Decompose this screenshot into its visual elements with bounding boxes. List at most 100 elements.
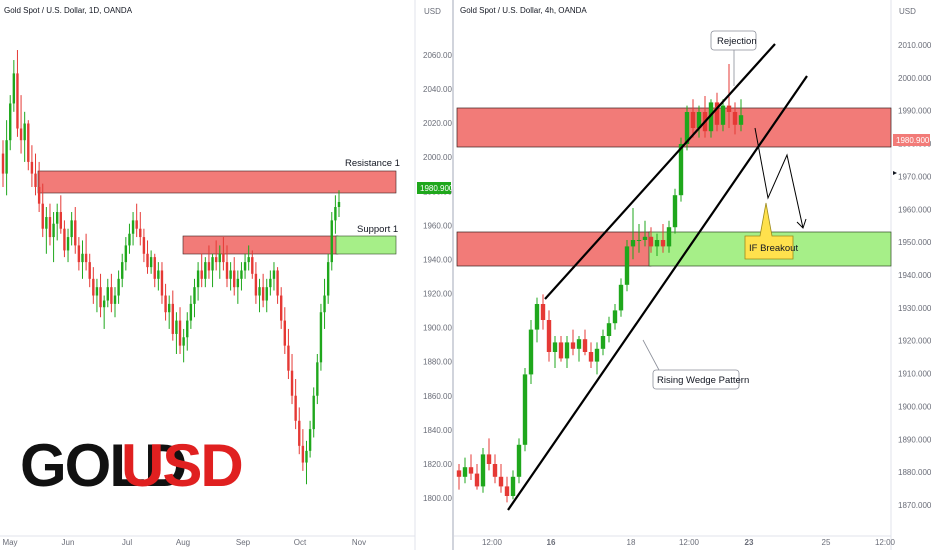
candle-body (211, 257, 214, 271)
right-y-ticks: 2010.0002000.0001990.0001980.0001970.000… (898, 41, 932, 510)
wedge-callout (652, 369, 740, 390)
candle-body (84, 253, 88, 263)
wedge-label: Rising Wedge Pattern (657, 375, 749, 386)
candle-body (279, 295, 283, 321)
candle (84, 233, 88, 271)
candle-body (128, 233, 131, 246)
candle (294, 379, 297, 430)
candle (666, 220, 672, 253)
candle-body (164, 295, 167, 313)
candle-body (229, 270, 232, 279)
y-tick-label: 1920.000 (423, 290, 457, 299)
candle-body (214, 257, 218, 263)
y-tick-label: 1840.000 (423, 426, 457, 435)
candle-body (287, 345, 290, 371)
candle (254, 262, 258, 304)
candle (528, 320, 534, 384)
right-resistance-zone (456, 107, 892, 148)
candle (546, 310, 552, 362)
candle (708, 99, 714, 138)
y-tick-label: 1890.000 (898, 435, 932, 444)
candle-body (738, 115, 744, 125)
candle-body (196, 270, 200, 288)
wedge-pointer (642, 339, 660, 371)
candle (157, 262, 160, 291)
candle-body (167, 303, 171, 313)
candle (337, 190, 341, 218)
x-tick-label: Sep (236, 538, 251, 547)
candle-body (516, 444, 522, 477)
candle-body (276, 270, 279, 296)
support-1-label: Support 1 (357, 224, 398, 235)
candle (276, 267, 279, 304)
candle-body (323, 295, 326, 313)
left-candles (1, 50, 341, 485)
candle (41, 183, 44, 238)
right-scroll-marker-icon[interactable] (893, 171, 897, 175)
candle (74, 207, 77, 254)
wedge-lower-line (507, 75, 808, 511)
candle (261, 273, 265, 308)
candle (552, 336, 558, 368)
candle-body (714, 102, 720, 125)
candle (30, 145, 34, 187)
left-x-ticks: May Jun Jul Aug Sep Oct Nov (2, 538, 366, 547)
candle (16, 50, 19, 137)
candle (211, 253, 214, 288)
candle (462, 457, 468, 484)
candle (149, 250, 153, 274)
y-tick-label: 2000.000 (898, 74, 932, 83)
candle-body (113, 295, 117, 304)
candle (106, 278, 109, 308)
candle-body (77, 245, 81, 263)
candle-body (612, 310, 618, 324)
candle (59, 195, 63, 234)
right-candles (456, 64, 744, 503)
y-tick-label: 1950.000 (898, 238, 932, 247)
left-support-zone-old (182, 235, 339, 255)
y-tick-label: 1960.000 (898, 205, 932, 214)
candle-body (178, 320, 182, 346)
rejection-label: Rejection (717, 36, 757, 47)
wedge-upper-line (544, 43, 776, 300)
candle (720, 99, 726, 132)
candle (326, 253, 330, 304)
candle-body (99, 287, 102, 308)
candle-body (19, 128, 23, 141)
candle (630, 208, 636, 260)
candle-body (696, 112, 702, 128)
candle-body (606, 323, 612, 336)
candle-body (480, 454, 486, 487)
candle (714, 92, 720, 132)
candle-body (283, 320, 287, 346)
candle-body (492, 464, 498, 477)
rejection-callout (710, 30, 757, 51)
candle (99, 273, 102, 318)
y-tick-label: 2040.000 (423, 85, 457, 94)
y-tick-label: 1870.000 (898, 501, 932, 510)
candle (236, 270, 240, 304)
candle-body (222, 253, 225, 263)
candle-body (582, 339, 588, 352)
candle (19, 95, 23, 154)
right-last-price: 1980.900 (896, 136, 930, 145)
candle (135, 203, 138, 238)
candle-body (55, 212, 59, 224)
candle (66, 228, 70, 263)
candle (696, 105, 702, 138)
candle (279, 287, 283, 329)
candle-body (316, 362, 319, 396)
left-currency-label: USD (424, 7, 441, 16)
candle (193, 278, 196, 318)
candle-body (298, 420, 301, 446)
right-panel-bg (454, 0, 932, 550)
candle-body (630, 240, 636, 247)
candle (70, 212, 73, 246)
candle-body (726, 105, 732, 112)
candle-body (312, 395, 315, 430)
candle-body (474, 473, 480, 487)
candle (139, 212, 142, 246)
candle-body (600, 336, 606, 349)
candle-body (34, 173, 37, 187)
candle-body (546, 320, 552, 352)
